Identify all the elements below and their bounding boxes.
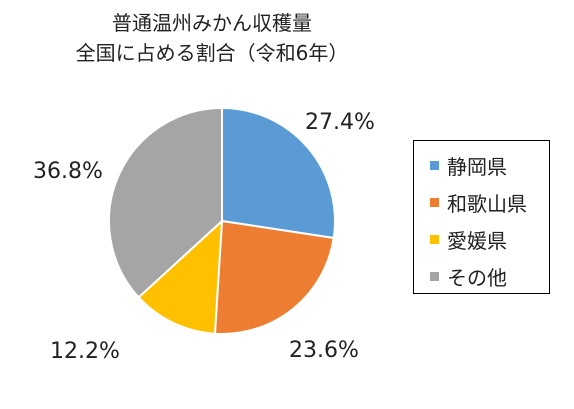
chart-title-line-1: 普通温州みかん収穫量 bbox=[112, 11, 312, 35]
data-label-wakayama: 23.6% bbox=[289, 338, 359, 363]
data-label-other: 36.8% bbox=[33, 159, 103, 184]
legend-item-other: その他 bbox=[430, 258, 549, 295]
legend-label-ehime: 愛媛県 bbox=[447, 229, 507, 253]
data-label-ehime: 12.2% bbox=[50, 339, 120, 364]
chart-title-line-2: 全国に占める割合（令和6年） bbox=[75, 41, 349, 65]
legend-label-other: その他 bbox=[447, 266, 507, 290]
legend-swatch-wakayama bbox=[430, 198, 439, 207]
legend-swatch-ehime bbox=[430, 235, 439, 244]
pie-slice-wakayama bbox=[213, 219, 335, 335]
pie-data-labels: 27.4% 23.6% 12.2% 36.8% bbox=[33, 110, 375, 364]
pie-slice-ehime bbox=[137, 218, 224, 335]
pie-slice-shizuoka bbox=[221, 106, 336, 240]
chart-title: 普通温州みかん収穫量 全国に占める割合（令和6年） bbox=[22, 8, 402, 68]
pie-slice-other bbox=[108, 106, 223, 299]
legend-item-ehime: 愛媛県 bbox=[430, 221, 549, 258]
legend-item-shizuoka: 静岡県 bbox=[430, 147, 549, 184]
chart-legend: 静岡県 和歌山県 愛媛県 その他 bbox=[413, 140, 550, 294]
legend-label-wakayama: 和歌山県 bbox=[447, 192, 527, 216]
legend-label-shizuoka: 静岡県 bbox=[447, 155, 507, 179]
pie-slices bbox=[108, 106, 336, 335]
data-label-shizuoka: 27.4% bbox=[305, 110, 375, 135]
legend-swatch-other bbox=[430, 272, 439, 281]
legend-swatch-shizuoka bbox=[430, 161, 439, 170]
legend-item-wakayama: 和歌山県 bbox=[430, 184, 549, 221]
